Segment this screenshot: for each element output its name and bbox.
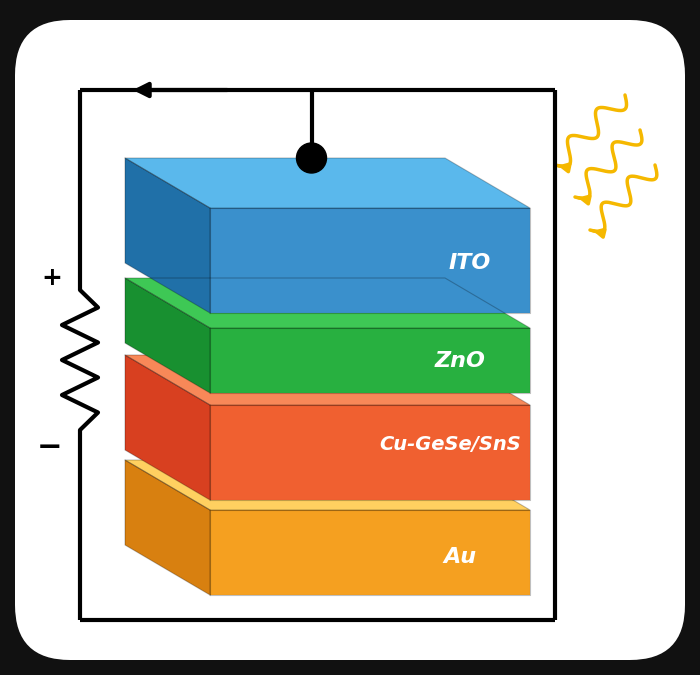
Polygon shape — [125, 460, 530, 510]
Circle shape — [297, 143, 326, 173]
Polygon shape — [125, 460, 210, 595]
Polygon shape — [125, 355, 210, 500]
Text: Cu-GeSe/SnS: Cu-GeSe/SnS — [379, 435, 521, 454]
Polygon shape — [125, 158, 210, 313]
Polygon shape — [210, 208, 530, 313]
Polygon shape — [210, 510, 530, 595]
Polygon shape — [210, 405, 530, 500]
Polygon shape — [125, 158, 530, 208]
Text: Au: Au — [443, 547, 477, 567]
Polygon shape — [125, 278, 210, 393]
Text: ITO: ITO — [449, 253, 491, 273]
Text: −: − — [37, 433, 63, 462]
Polygon shape — [210, 328, 530, 393]
Text: +: + — [41, 266, 62, 290]
Polygon shape — [125, 355, 530, 405]
Polygon shape — [125, 278, 530, 328]
FancyBboxPatch shape — [15, 20, 685, 660]
Text: ZnO: ZnO — [435, 351, 485, 371]
